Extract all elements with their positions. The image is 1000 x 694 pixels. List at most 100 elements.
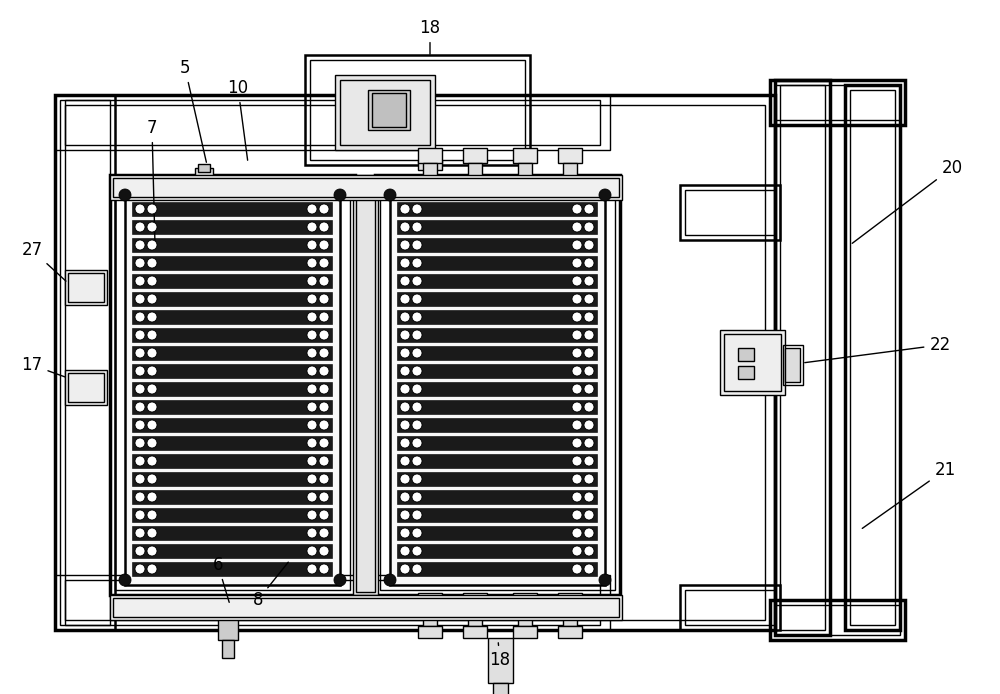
Bar	[775, 80, 830, 635]
Circle shape	[400, 438, 410, 448]
Circle shape	[147, 402, 157, 412]
Bar	[65, 270, 107, 305]
Circle shape	[135, 474, 145, 484]
Bar	[397, 256, 597, 270]
Circle shape	[400, 222, 410, 232]
Circle shape	[307, 438, 317, 448]
Bar	[770, 80, 905, 125]
Bar	[463, 148, 487, 163]
Bar	[110, 595, 622, 620]
Circle shape	[400, 546, 410, 556]
Bar	[775, 605, 900, 635]
Circle shape	[572, 222, 582, 232]
Circle shape	[135, 510, 145, 520]
Text: 10: 10	[227, 79, 249, 160]
Circle shape	[584, 456, 594, 466]
Circle shape	[135, 366, 145, 376]
Bar	[397, 400, 597, 414]
Circle shape	[584, 402, 594, 412]
Circle shape	[584, 258, 594, 268]
Circle shape	[400, 510, 410, 520]
Bar	[724, 334, 781, 391]
Bar	[132, 400, 332, 414]
Circle shape	[147, 222, 157, 232]
Circle shape	[400, 294, 410, 304]
Circle shape	[400, 204, 410, 214]
Bar	[65, 100, 600, 145]
Bar	[132, 526, 332, 540]
Circle shape	[412, 564, 422, 574]
Circle shape	[572, 510, 582, 520]
Circle shape	[400, 456, 410, 466]
Circle shape	[147, 294, 157, 304]
Circle shape	[135, 204, 145, 214]
Circle shape	[572, 294, 582, 304]
Bar	[513, 148, 537, 163]
Circle shape	[400, 420, 410, 430]
Bar	[132, 454, 332, 468]
Circle shape	[412, 420, 422, 430]
Bar	[65, 105, 765, 620]
Bar	[113, 598, 619, 617]
Circle shape	[135, 528, 145, 538]
Circle shape	[307, 384, 317, 394]
Circle shape	[584, 348, 594, 358]
Circle shape	[319, 564, 329, 574]
Circle shape	[572, 276, 582, 286]
Circle shape	[307, 276, 317, 286]
Bar	[195, 168, 213, 180]
Circle shape	[400, 384, 410, 394]
Bar	[680, 585, 780, 630]
Circle shape	[400, 276, 410, 286]
Bar	[397, 436, 597, 450]
Bar	[132, 346, 332, 360]
Bar	[132, 238, 332, 252]
Circle shape	[584, 366, 594, 376]
Circle shape	[572, 258, 582, 268]
Bar	[132, 220, 332, 234]
Circle shape	[307, 240, 317, 250]
Circle shape	[572, 528, 582, 538]
Bar	[132, 256, 332, 270]
Circle shape	[135, 348, 145, 358]
Circle shape	[319, 330, 329, 340]
Bar	[783, 345, 803, 385]
Circle shape	[400, 312, 410, 322]
Bar	[418, 593, 442, 608]
Circle shape	[584, 438, 594, 448]
Text: 6: 6	[213, 556, 229, 602]
Text: 7: 7	[147, 119, 157, 242]
Circle shape	[307, 456, 317, 466]
Circle shape	[412, 348, 422, 358]
Text: 20: 20	[852, 159, 963, 244]
Circle shape	[147, 510, 157, 520]
Circle shape	[584, 222, 594, 232]
Circle shape	[307, 330, 317, 340]
Circle shape	[400, 330, 410, 340]
Bar	[132, 562, 332, 576]
Circle shape	[135, 546, 145, 556]
Circle shape	[584, 492, 594, 502]
Circle shape	[319, 348, 329, 358]
Bar	[380, 180, 615, 590]
Circle shape	[135, 420, 145, 430]
Bar	[132, 292, 332, 306]
Circle shape	[307, 420, 317, 430]
Circle shape	[307, 294, 317, 304]
Circle shape	[147, 312, 157, 322]
Bar	[132, 508, 332, 522]
Bar	[738, 348, 754, 361]
Bar	[310, 60, 525, 160]
Circle shape	[412, 240, 422, 250]
Circle shape	[147, 456, 157, 466]
Bar	[132, 274, 332, 288]
Bar	[397, 472, 597, 486]
Circle shape	[572, 546, 582, 556]
Bar	[132, 472, 332, 486]
Circle shape	[572, 330, 582, 340]
Circle shape	[572, 564, 582, 574]
Bar	[397, 346, 597, 360]
Circle shape	[307, 222, 317, 232]
Circle shape	[412, 366, 422, 376]
Circle shape	[412, 438, 422, 448]
